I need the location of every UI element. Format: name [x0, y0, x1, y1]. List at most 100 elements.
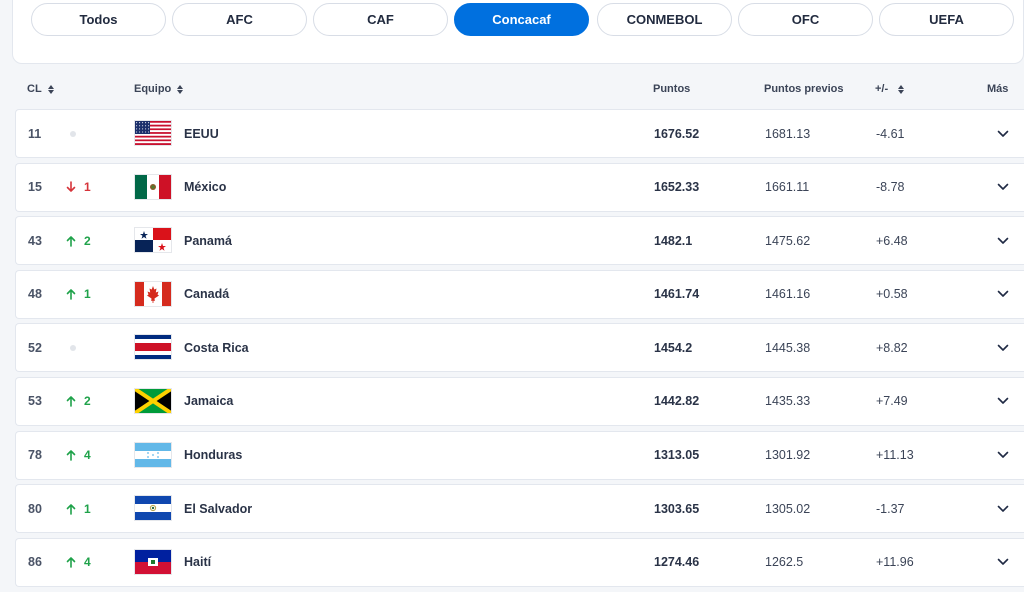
previous-points: 1475.62	[765, 233, 811, 248]
points-diff: +6.48	[876, 233, 908, 248]
chevron-down-icon[interactable]	[993, 378, 1013, 425]
rank-change: 2	[66, 217, 116, 264]
arrow-up-icon	[66, 235, 76, 247]
rank-change-value: 2	[84, 394, 91, 409]
points: 1313.05	[654, 448, 700, 463]
header-more: Más	[987, 83, 1008, 95]
confederation-filter-bar: Todos AFC CAF Concacaf CONMEBOL OFC UEFA	[12, 0, 1024, 64]
points-diff: +11.96	[876, 555, 914, 570]
team-name[interactable]: EEUU	[184, 126, 219, 141]
table-row[interactable]: 52 Costa Rica 1454.2 1445.38 +8.82	[15, 323, 1024, 373]
team-name[interactable]: Honduras	[184, 448, 243, 463]
rank: 78	[28, 448, 42, 463]
tab-afc[interactable]: AFC	[172, 3, 307, 36]
chevron-down-icon[interactable]	[993, 432, 1013, 479]
rank-change-value: 2	[84, 233, 91, 248]
rank-change-value: 1	[84, 180, 91, 195]
chevron-down-icon[interactable]	[993, 164, 1013, 211]
chevron-down-icon[interactable]	[993, 217, 1013, 264]
arrow-up-icon	[66, 449, 76, 461]
chevron-down-icon[interactable]	[993, 110, 1013, 157]
header-rank[interactable]: CL	[27, 83, 54, 95]
table-header: CL Equipo Puntos Puntos previos +/- Más	[0, 74, 1024, 104]
chevron-down-icon[interactable]	[993, 539, 1013, 586]
header-points-label: Puntos	[653, 83, 691, 95]
rank-change	[66, 110, 116, 157]
rank: 15	[28, 180, 42, 195]
previous-points: 1681.13	[765, 126, 811, 141]
header-points: Puntos	[653, 83, 690, 95]
rank: 43	[28, 233, 42, 248]
points: 1482.1	[654, 233, 693, 248]
team-name[interactable]: Canadá	[184, 287, 230, 302]
ranking-table: 11 EEUU 1676.52 1681.13 -4.61 15 1 Méxic…	[15, 109, 1024, 591]
rank-change-value: 4	[84, 448, 91, 463]
header-diff[interactable]: +/-	[875, 83, 905, 95]
arrow-down-icon	[66, 181, 76, 193]
chevron-down-icon[interactable]	[993, 271, 1013, 318]
rank-change	[66, 324, 116, 371]
table-row[interactable]: 53 2 Jamaica 1442.82 1435.33 +7.49	[15, 376, 1024, 426]
previous-points: 1445.38	[765, 340, 811, 355]
points: 1274.46	[654, 555, 700, 570]
table-row[interactable]: 48 1 Canadá 1461.74 1461.16 +0.58	[15, 269, 1024, 319]
no-change-dot-icon	[70, 130, 76, 137]
arrow-up-icon	[66, 288, 76, 301]
rank: 52	[28, 340, 42, 355]
mexico-flag-icon	[134, 173, 172, 200]
previous-points: 1435.33	[765, 394, 811, 409]
rank-change: 1	[66, 485, 116, 532]
team-name[interactable]: Haití	[184, 555, 212, 570]
rank-change-value: 1	[84, 501, 91, 516]
points: 1442.82	[654, 394, 700, 409]
rank: 48	[28, 287, 42, 302]
usa-flag-icon	[134, 120, 172, 146]
header-diff-label: +/-	[875, 83, 889, 95]
header-more-label: Más	[987, 83, 1009, 95]
header-team-label: Equipo	[134, 83, 172, 95]
arrow-up-icon	[66, 395, 76, 408]
rank: 53	[28, 394, 42, 409]
team-name[interactable]: Jamaica	[184, 394, 234, 409]
rank: 80	[28, 501, 42, 516]
table-row[interactable]: 78 4 Honduras 1313.05 1301.92 +11.13	[15, 430, 1024, 480]
rank-change: 4	[66, 432, 116, 479]
points-diff: -8.78	[876, 180, 905, 195]
chevron-down-icon[interactable]	[993, 485, 1013, 532]
table-row[interactable]: 11 EEUU 1676.52 1681.13 -4.61	[15, 109, 1024, 158]
sort-icon	[47, 84, 54, 94]
rank-change: 1	[66, 164, 116, 211]
team-name[interactable]: El Salvador	[184, 501, 253, 516]
tab-caf[interactable]: CAF	[313, 3, 448, 36]
header-previous-points: Puntos previos	[764, 83, 843, 95]
points: 1454.2	[654, 340, 693, 355]
rank-change-value: 1	[84, 287, 91, 302]
table-row[interactable]: 15 1 México 1652.33 1661.11 -8.78	[15, 162, 1024, 212]
tab-todos[interactable]: Todos	[31, 3, 166, 36]
tab-ofc[interactable]: OFC	[738, 3, 873, 36]
chevron-down-icon[interactable]	[993, 324, 1013, 371]
points-diff: +8.82	[876, 340, 908, 355]
rank-change: 1	[66, 271, 116, 318]
sort-icon	[898, 84, 905, 94]
rank: 11	[28, 126, 42, 141]
team-name[interactable]: Panamá	[184, 233, 232, 248]
tab-uefa[interactable]: UEFA	[879, 3, 1014, 36]
table-row[interactable]: 80 1 El Salvador 1303.65 1305.02 -1.37	[15, 484, 1024, 534]
header-team[interactable]: Equipo	[134, 83, 184, 95]
costa-rica-flag-icon	[134, 334, 172, 361]
table-row[interactable]: 43 2 Panamá 1482.1 1475.62 +6.48	[15, 216, 1024, 266]
points: 1461.74	[654, 287, 700, 302]
team-name[interactable]: México	[184, 180, 227, 195]
points-diff: +11.13	[876, 448, 914, 463]
tab-conmebol[interactable]: CONMEBOL	[597, 3, 732, 36]
jamaica-flag-icon	[134, 387, 172, 414]
tab-concacaf[interactable]: Concacaf	[454, 3, 589, 36]
previous-points: 1305.02	[765, 501, 811, 516]
points-diff: +0.58	[876, 287, 908, 302]
el-salvador-flag-icon	[134, 495, 172, 522]
points: 1676.52	[654, 126, 700, 141]
team-name[interactable]: Costa Rica	[184, 340, 249, 355]
table-row[interactable]: 86 4 Haití 1274.46 1262.5 +11.96	[15, 537, 1024, 587]
previous-points: 1301.92	[765, 448, 811, 463]
